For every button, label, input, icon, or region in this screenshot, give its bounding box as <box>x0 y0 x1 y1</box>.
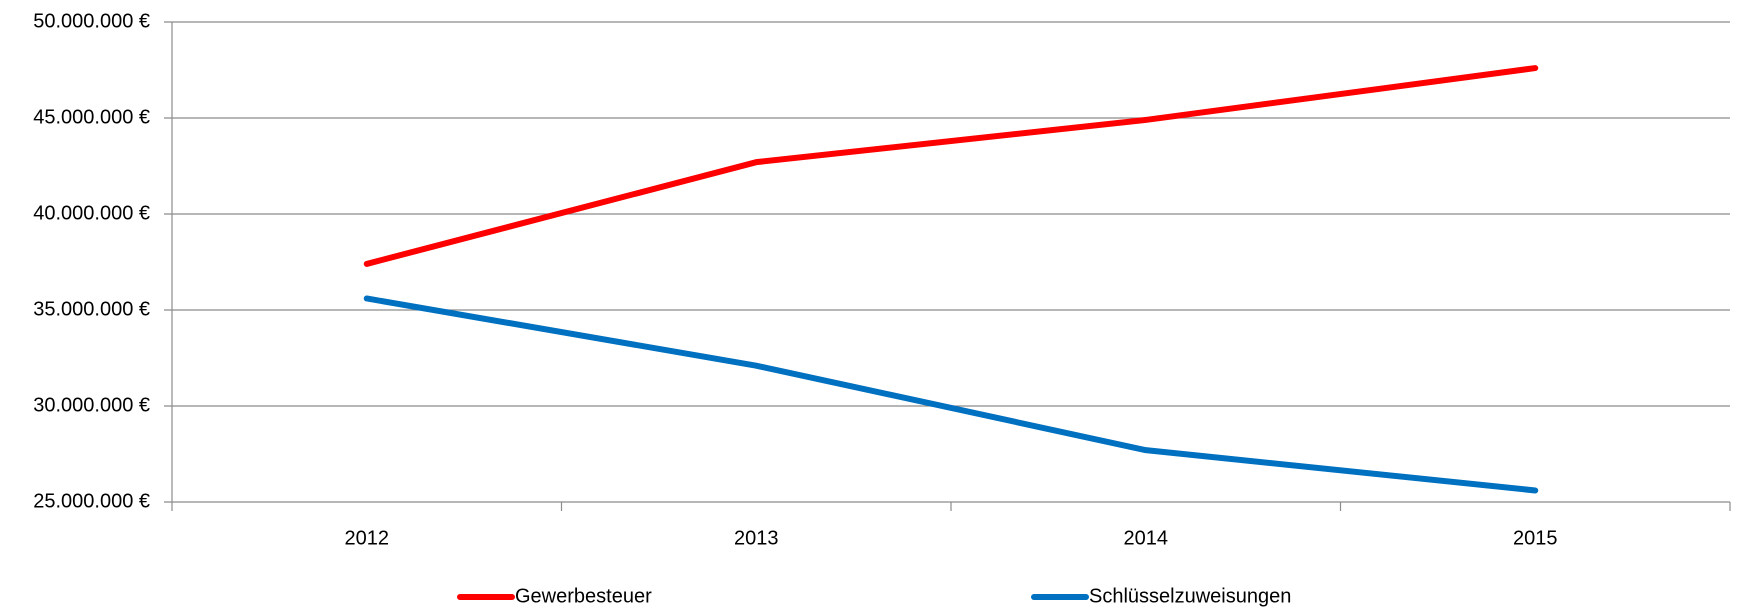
x-tick-label: 2013 <box>734 527 779 549</box>
y-tick-label: 25.000.000 € <box>33 490 150 512</box>
legend-label: Gewerbesteuer <box>515 585 652 607</box>
y-tick-label: 35.000.000 € <box>33 298 150 320</box>
y-tick-label: 30.000.000 € <box>33 394 150 416</box>
legend-label: Schlüsselzuweisungen <box>1089 585 1291 607</box>
y-tick-label: 50.000.000 € <box>33 10 150 32</box>
x-tick-label: 2014 <box>1124 527 1169 549</box>
y-tick-label: 45.000.000 € <box>33 106 150 128</box>
x-tick-label: 2015 <box>1513 527 1558 549</box>
x-tick-label: 2012 <box>345 527 390 549</box>
y-tick-label: 40.000.000 € <box>33 202 150 224</box>
series-line <box>363 295 1539 494</box>
series-line <box>363 65 1539 267</box>
